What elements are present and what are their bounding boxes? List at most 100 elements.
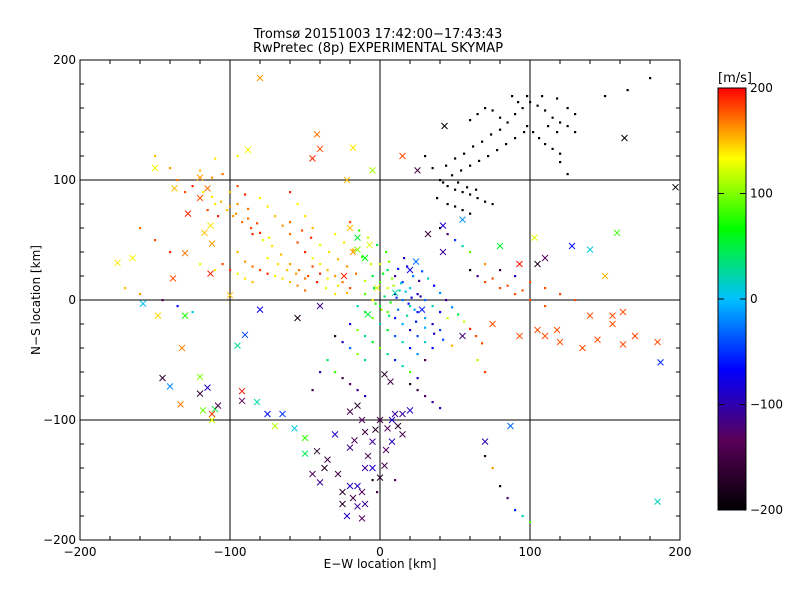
data-dot — [421, 270, 424, 273]
data-dot — [274, 275, 277, 278]
data-dot — [202, 191, 205, 194]
data-cross-stroke — [372, 426, 379, 433]
data-dot — [446, 233, 449, 236]
data-cross — [351, 437, 358, 444]
data-cross-stroke — [609, 320, 616, 328]
data-cross-stroke — [154, 312, 162, 319]
data-cross — [481, 438, 489, 445]
colorbar-tick-label: 200 — [750, 81, 773, 95]
data-dot — [251, 265, 254, 268]
data-dot — [236, 272, 239, 275]
data-dot — [251, 281, 254, 284]
data-dot — [311, 257, 314, 260]
data-cross — [349, 248, 357, 256]
data-dot — [499, 287, 502, 290]
data-dot — [499, 269, 502, 272]
data-cross — [264, 410, 271, 418]
data-dot — [481, 140, 484, 143]
data-dot — [491, 109, 494, 112]
data-dot — [214, 157, 217, 160]
data-dot — [401, 341, 404, 344]
data-dot — [266, 205, 269, 208]
data-cross — [114, 259, 121, 267]
data-dot — [161, 299, 164, 302]
data-cross — [340, 272, 348, 280]
data-cross-stroke — [171, 185, 178, 192]
data-dot — [280, 253, 283, 256]
data-dot — [424, 155, 427, 158]
data-dot — [229, 269, 232, 272]
data-dot — [259, 197, 262, 200]
data-dot — [451, 306, 454, 309]
data-dot — [451, 174, 454, 177]
data-cross-stroke — [369, 464, 376, 472]
data-cross-stroke — [354, 234, 361, 241]
data-cross-stroke — [238, 387, 246, 395]
data-dot — [214, 269, 217, 272]
data-cross — [301, 434, 309, 442]
data-cross — [159, 374, 166, 382]
data-dot — [244, 277, 247, 280]
data-dot — [281, 224, 284, 227]
data-cross-stroke — [412, 258, 420, 265]
data-dot — [371, 317, 374, 320]
data-cross — [621, 134, 628, 142]
data-cross-stroke — [199, 407, 207, 414]
data-cross-stroke — [507, 422, 514, 430]
data-cross — [129, 254, 136, 262]
data-cross — [384, 425, 391, 432]
data-dot — [484, 200, 487, 203]
data-cross — [321, 464, 328, 472]
data-cross — [196, 390, 204, 397]
data-dot — [379, 323, 382, 326]
data-dot — [379, 305, 382, 308]
data-cross — [234, 342, 241, 349]
data-cross — [399, 410, 406, 418]
data-dot — [311, 389, 314, 392]
data-cross — [373, 284, 381, 292]
data-cross-stroke — [196, 174, 204, 181]
data-dot — [431, 305, 434, 308]
data-cross — [531, 234, 538, 241]
data-cross-stroke — [369, 438, 376, 445]
data-cross-stroke — [358, 515, 366, 522]
data-dot — [370, 263, 373, 266]
data-dot — [358, 229, 361, 232]
data-dot — [521, 515, 524, 518]
data-dot — [394, 335, 397, 338]
data-cross — [346, 224, 354, 232]
data-cross — [346, 408, 354, 415]
data-cross — [171, 185, 178, 192]
data-dot — [566, 173, 569, 176]
data-cross — [376, 416, 384, 424]
data-dot — [499, 128, 502, 131]
data-dot — [199, 169, 202, 172]
data-cross — [364, 452, 372, 460]
data-cross-stroke — [114, 259, 121, 267]
data-dot — [556, 131, 559, 134]
data-cross — [586, 246, 594, 253]
colorbar-label: [m/s] — [718, 71, 752, 86]
data-cross — [343, 176, 351, 184]
data-dot — [349, 221, 352, 224]
data-dot — [424, 317, 427, 320]
data-cross — [556, 338, 564, 346]
colorbar-tick-label: 0 — [750, 292, 758, 306]
data-dot — [229, 191, 232, 194]
data-cross-stroke — [381, 371, 388, 378]
data-cross — [406, 266, 414, 274]
axes: −200 −100 0 100 200 −200 −100 0 100 200 — [43, 53, 691, 559]
data-cross-stroke — [399, 410, 406, 418]
data-cross — [208, 416, 216, 424]
data-dot — [454, 205, 457, 208]
data-dot — [236, 203, 239, 206]
data-dot — [232, 215, 235, 218]
data-cross-stroke — [196, 390, 204, 397]
data-cross — [358, 488, 366, 496]
data-cross-stroke — [516, 332, 523, 340]
data-dot — [566, 125, 569, 128]
data-cross — [361, 254, 369, 262]
data-dot — [404, 290, 407, 293]
data-cross — [279, 410, 286, 418]
data-dot — [538, 137, 541, 140]
